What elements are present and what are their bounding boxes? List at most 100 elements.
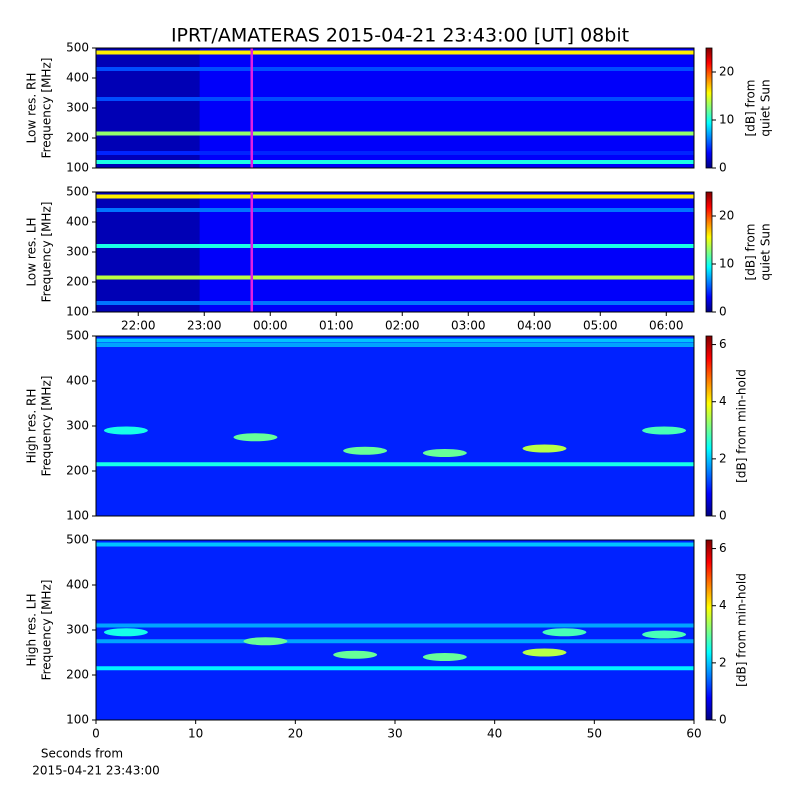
x-tick-label: 40 xyxy=(487,727,502,741)
plot-area xyxy=(96,336,694,516)
colorbar-label: quiet Sun xyxy=(759,79,773,136)
x-tick-label: 10 xyxy=(188,727,203,741)
blob xyxy=(522,648,567,657)
colorbar-tick-label: 2 xyxy=(719,655,727,669)
plot-area xyxy=(96,48,694,168)
x-tick-label: 00:00 xyxy=(253,319,288,333)
blob xyxy=(343,446,388,455)
plot-area xyxy=(96,540,694,720)
colorbar-tick-label: 0 xyxy=(719,713,727,727)
plot-area xyxy=(96,192,694,312)
x-tick-label: 60 xyxy=(686,727,701,741)
band xyxy=(96,542,694,547)
blob xyxy=(522,444,567,453)
colorbar xyxy=(705,539,713,721)
dark-region xyxy=(96,48,200,168)
x-tick-label: 02:00 xyxy=(385,319,420,333)
colorbar xyxy=(705,335,713,517)
y-tick-label: 500 xyxy=(66,41,89,55)
x-tick-label: 30 xyxy=(387,727,402,741)
x-axis-label: 2015-04-21 23:43:00 xyxy=(32,764,159,778)
band xyxy=(96,338,694,343)
y-tick-label: 300 xyxy=(66,101,89,115)
colorbar-tick-label: 20 xyxy=(719,65,734,79)
y-axis-label: Frequency [MHz] xyxy=(40,58,54,159)
y-tick-label: 200 xyxy=(66,464,89,478)
band xyxy=(96,244,694,248)
x-tick-label: 0 xyxy=(92,727,100,741)
y-axis-label: Frequency [MHz] xyxy=(40,376,54,477)
colorbar-tick-label: 6 xyxy=(719,541,727,555)
x-tick-label: 03:00 xyxy=(451,319,486,333)
band xyxy=(96,97,694,101)
blob xyxy=(422,449,467,457)
band xyxy=(96,462,694,467)
y-tick-label: 400 xyxy=(66,578,89,592)
band xyxy=(96,666,694,671)
figure-title: IPRT/AMATERAS 2015-04-21 23:43:00 [UT] 0… xyxy=(171,25,629,47)
band xyxy=(96,623,694,628)
x-tick-label: 06:00 xyxy=(649,319,684,333)
y-tick-label: 400 xyxy=(66,215,89,229)
y-tick-label: 100 xyxy=(66,161,89,175)
x-tick-label: 20 xyxy=(288,727,303,741)
colorbar-tick-label: 2 xyxy=(719,451,727,465)
y-tick-label: 300 xyxy=(66,419,89,433)
band xyxy=(96,194,694,199)
colorbar-tick-label: 0 xyxy=(719,509,727,523)
colorbar-label: quiet Sun xyxy=(759,223,773,280)
blob xyxy=(642,630,687,639)
colorbar-tick-label: 6 xyxy=(719,337,727,351)
band xyxy=(96,275,694,280)
background xyxy=(96,540,694,720)
y-axis-label: High res. RH xyxy=(25,389,39,464)
band xyxy=(96,160,694,164)
colorbar-label: [dB] from xyxy=(744,224,758,281)
x-axis-label: Seconds from xyxy=(41,747,123,761)
colorbar-label: [dB] from min-hold xyxy=(735,369,749,483)
blob xyxy=(103,628,148,637)
band xyxy=(96,151,694,155)
x-tick-label: 04:00 xyxy=(517,319,552,333)
y-tick-label: 500 xyxy=(66,185,89,199)
colorbar-tick-label: 20 xyxy=(719,209,734,223)
colorbar-tick-label: 4 xyxy=(719,394,727,408)
y-tick-label: 100 xyxy=(66,509,89,523)
y-tick-label: 400 xyxy=(66,71,89,85)
y-tick-label: 100 xyxy=(66,305,89,319)
colorbar-label: [dB] from xyxy=(744,80,758,137)
y-tick-label: 400 xyxy=(66,374,89,388)
colorbar-label: [dB] from min-hold xyxy=(735,573,749,687)
y-axis-label: High res. LH xyxy=(25,593,39,666)
band xyxy=(96,50,694,55)
band xyxy=(96,208,694,212)
y-tick-label: 300 xyxy=(66,245,89,259)
y-axis-label: Frequency [MHz] xyxy=(40,202,54,303)
colorbar xyxy=(705,191,713,313)
colorbar-tick-label: 4 xyxy=(719,598,727,612)
blob xyxy=(542,628,587,637)
y-tick-label: 200 xyxy=(66,275,89,289)
blob xyxy=(333,650,378,659)
y-tick-label: 100 xyxy=(66,713,89,727)
x-tick-label: 01:00 xyxy=(319,319,354,333)
y-tick-label: 200 xyxy=(66,131,89,145)
y-tick-label: 500 xyxy=(66,329,89,343)
blob xyxy=(243,637,288,646)
y-tick-label: 200 xyxy=(66,668,89,682)
band xyxy=(96,301,694,305)
colorbar-tick-label: 0 xyxy=(719,161,727,175)
x-tick-label: 50 xyxy=(587,727,602,741)
colorbar xyxy=(705,47,713,169)
x-tick-label: 23:00 xyxy=(187,319,222,333)
band xyxy=(96,343,694,347)
band xyxy=(96,639,694,644)
band xyxy=(96,131,694,136)
colorbar-tick-label: 10 xyxy=(719,257,734,271)
y-tick-label: 300 xyxy=(66,623,89,637)
x-tick-label: 05:00 xyxy=(583,319,618,333)
y-axis-label: Low res. RH xyxy=(25,73,39,144)
y-axis-label: Frequency [MHz] xyxy=(40,580,54,681)
blob xyxy=(642,426,687,435)
